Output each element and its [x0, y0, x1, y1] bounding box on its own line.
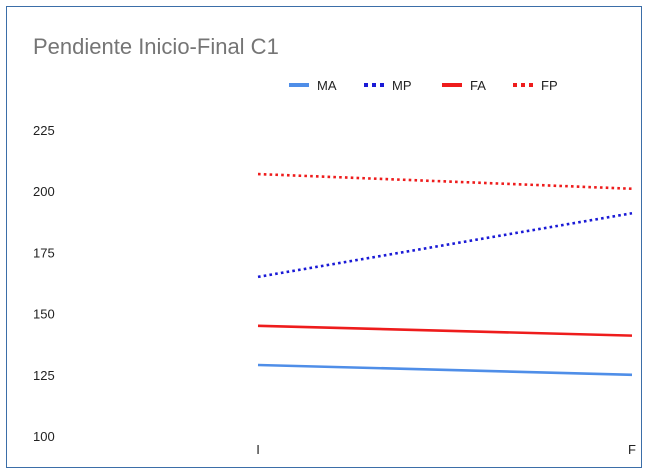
legend-label-fa: FA — [470, 78, 486, 93]
y-tick-label: 100 — [33, 429, 55, 444]
y-axis-ticks: 225 200 175 150 125 100 — [33, 123, 55, 444]
x-tick-label: I — [256, 442, 260, 457]
series-line-mp — [257, 211, 633, 279]
series-line-fa — [257, 324, 633, 337]
legend-label-fp: FP — [541, 78, 558, 93]
y-tick-label: 225 — [33, 123, 55, 138]
legend: MA MP FA FP — [289, 78, 558, 93]
y-tick-label: 150 — [33, 307, 55, 322]
legend-label-mp: MP — [392, 78, 412, 93]
series-line-ma — [257, 363, 633, 377]
y-tick-label: 125 — [33, 368, 55, 383]
y-tick-label: 175 — [33, 245, 55, 260]
chart-title: Pendiente Inicio-Final C1 — [33, 34, 279, 59]
series-lines — [257, 172, 633, 377]
y-tick-label: 200 — [33, 184, 55, 199]
x-tick-label: F — [628, 442, 636, 457]
legend-label-ma: MA — [317, 78, 337, 93]
chart-frame — [6, 6, 642, 468]
series-line-fp — [257, 172, 633, 191]
